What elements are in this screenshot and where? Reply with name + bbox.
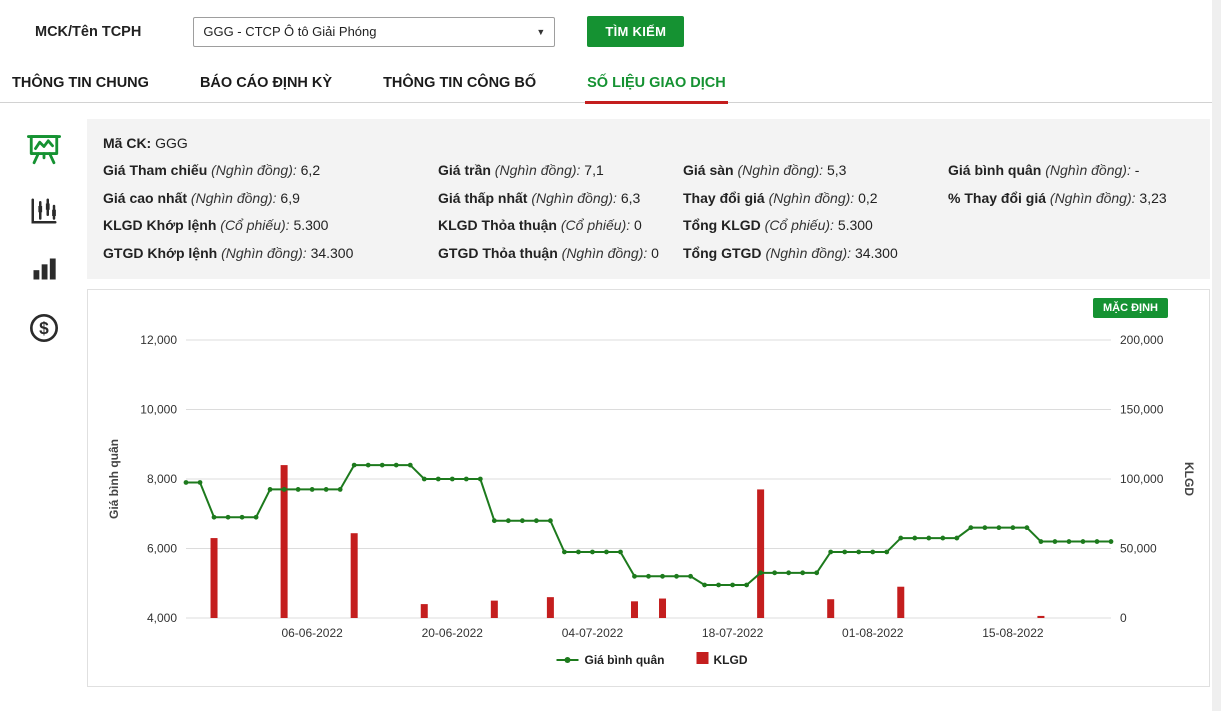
info-row: Giá cao nhất (Nghìn đồng): 6,9 Giá thấp n… — [103, 185, 1194, 213]
info-item: Giá thấp nhất (Nghìn đồng): 6,3 — [438, 189, 641, 206]
svg-text:Giá bình quân: Giá bình quân — [107, 439, 121, 519]
info-item: Giá bình quân (Nghìn đồng): - — [948, 162, 1140, 178]
info-row: Giá Tham chiếu (Nghìn đồng): 6,2 Giá trần… — [103, 157, 1194, 185]
info-item: Giá trần (Nghìn đồng): 7,1 — [438, 162, 604, 178]
company-select-value: GGG - CTCP Ô tô Giải Phóng — [203, 24, 377, 39]
info-item: GTGD Thỏa thuận (Nghìn đồng): 0 — [438, 244, 659, 261]
info-item: KLGD Khớp lệnh (Cổ phiếu): 5.300 — [103, 217, 329, 233]
tab-1[interactable]: BÁO CÁO ĐỊNH KỲ — [199, 75, 333, 91]
svg-text:100,000: 100,000 — [1120, 472, 1164, 486]
svg-text:20-06-2022: 20-06-2022 — [422, 626, 484, 640]
chart-panel: MẶC ĐỊNH 4,000 6,000 8,000 10,000 12,000 0 50,… — [87, 289, 1210, 687]
sidebar: $ — [0, 119, 87, 687]
info-item: Giá sàn (Nghìn đồng): 5,3 — [683, 162, 847, 178]
search-label: MCK/Tên TCPH — [35, 23, 142, 40]
info-row: GTGD Khớp lệnh (Nghìn đồng): 34.300 GTGD … — [103, 240, 1194, 268]
svg-text:04-07-2022: 04-07-2022 — [562, 626, 624, 640]
svg-text:$: $ — [39, 318, 49, 338]
tab-3[interactable]: SỐ LIỆU GIAO DỊCH — [585, 67, 728, 104]
candlestick-chart-icon[interactable] — [28, 196, 60, 231]
svg-text:6,000: 6,000 — [147, 542, 177, 556]
stock-code-label: Mã CK: — [103, 135, 152, 151]
info-item: Tổng KLGD (Cổ phiếu): 5.300 — [683, 217, 873, 233]
svg-text:4,000: 4,000 — [147, 611, 177, 625]
search-bar: MCK/Tên TCPH GGG - CTCP Ô tô Giải Phóng … — [0, 0, 1212, 47]
svg-text:Giá bình quân: Giá bình quân — [585, 653, 665, 667]
svg-text:8,000: 8,000 — [147, 472, 177, 486]
svg-text:200,000: 200,000 — [1120, 333, 1164, 347]
info-item: Thay đổi giá (Nghìn đồng): 0,2 — [683, 189, 878, 206]
tab-2[interactable]: THÔNG TIN CÔNG BỐ — [383, 75, 537, 91]
search-button[interactable]: TÌM KIẾM — [587, 16, 685, 47]
stock-code-value: GGG — [155, 135, 188, 151]
company-select[interactable]: GGG - CTCP Ô tô Giải Phóng ▼ — [193, 16, 556, 47]
info-item: KLGD Thỏa thuận (Cổ phiếu): 0 — [438, 217, 642, 233]
content: $ Mã CK: GGG Giá Tham chiếu (Nghìn đồng)… — [0, 119, 1212, 687]
main: Mã CK: GGG Giá Tham chiếu (Nghìn đồng): … — [87, 119, 1210, 687]
tab-0[interactable]: THÔNG TIN CHUNG — [12, 75, 149, 91]
default-view-button[interactable]: MẶC ĐỊNH — [1093, 298, 1168, 318]
info-item: Giá cao nhất (Nghìn đồng): 6,9 — [103, 189, 300, 206]
svg-text:15-08-2022: 15-08-2022 — [982, 626, 1044, 640]
tab-bar: THÔNG TIN CHUNG BÁO CÁO ĐỊNH KỲ THÔNG TIN … — [0, 67, 1212, 104]
info-item: % Thay đổi giá (Nghìn đồng): 3,23 — [948, 189, 1167, 206]
info-item: Giá Tham chiếu (Nghìn đồng): 6,2 — [103, 162, 321, 178]
info-item: GTGD Khớp lệnh (Nghìn đồng): 34.300 — [103, 244, 354, 261]
svg-text:KLGD: KLGD — [714, 653, 748, 667]
presentation-chart-icon[interactable] — [26, 133, 62, 172]
stock-code: Mã CK: GGG — [103, 129, 1194, 157]
trading-info-panel: Mã CK: GGG Giá Tham chiếu (Nghìn đồng): … — [87, 119, 1210, 279]
svg-text:50,000: 50,000 — [1120, 542, 1157, 556]
svg-text:0: 0 — [1120, 611, 1127, 625]
svg-text:150,000: 150,000 — [1120, 403, 1164, 417]
info-item: Tổng GTGD (Nghìn đồng): 34.300 — [683, 244, 898, 261]
price-volume-chart: 4,000 6,000 8,000 10,000 12,000 0 50,000 100,00… — [107, 333, 1196, 667]
info-row: KLGD Khớp lệnh (Cổ phiếu): 5.300 KLGD Thỏ… — [103, 212, 1194, 240]
svg-text:10,000: 10,000 — [140, 403, 177, 417]
svg-text:18-07-2022: 18-07-2022 — [702, 626, 764, 640]
svg-text:01-08-2022: 01-08-2022 — [842, 626, 904, 640]
svg-text:KLGD: KLGD — [1182, 462, 1196, 496]
svg-text:12,000: 12,000 — [140, 333, 177, 347]
svg-text:06-06-2022: 06-06-2022 — [281, 626, 343, 640]
dollar-circle-icon[interactable]: $ — [28, 312, 60, 349]
bar-chart-icon[interactable] — [29, 255, 59, 288]
chevron-down-icon: ▼ — [536, 26, 546, 37]
